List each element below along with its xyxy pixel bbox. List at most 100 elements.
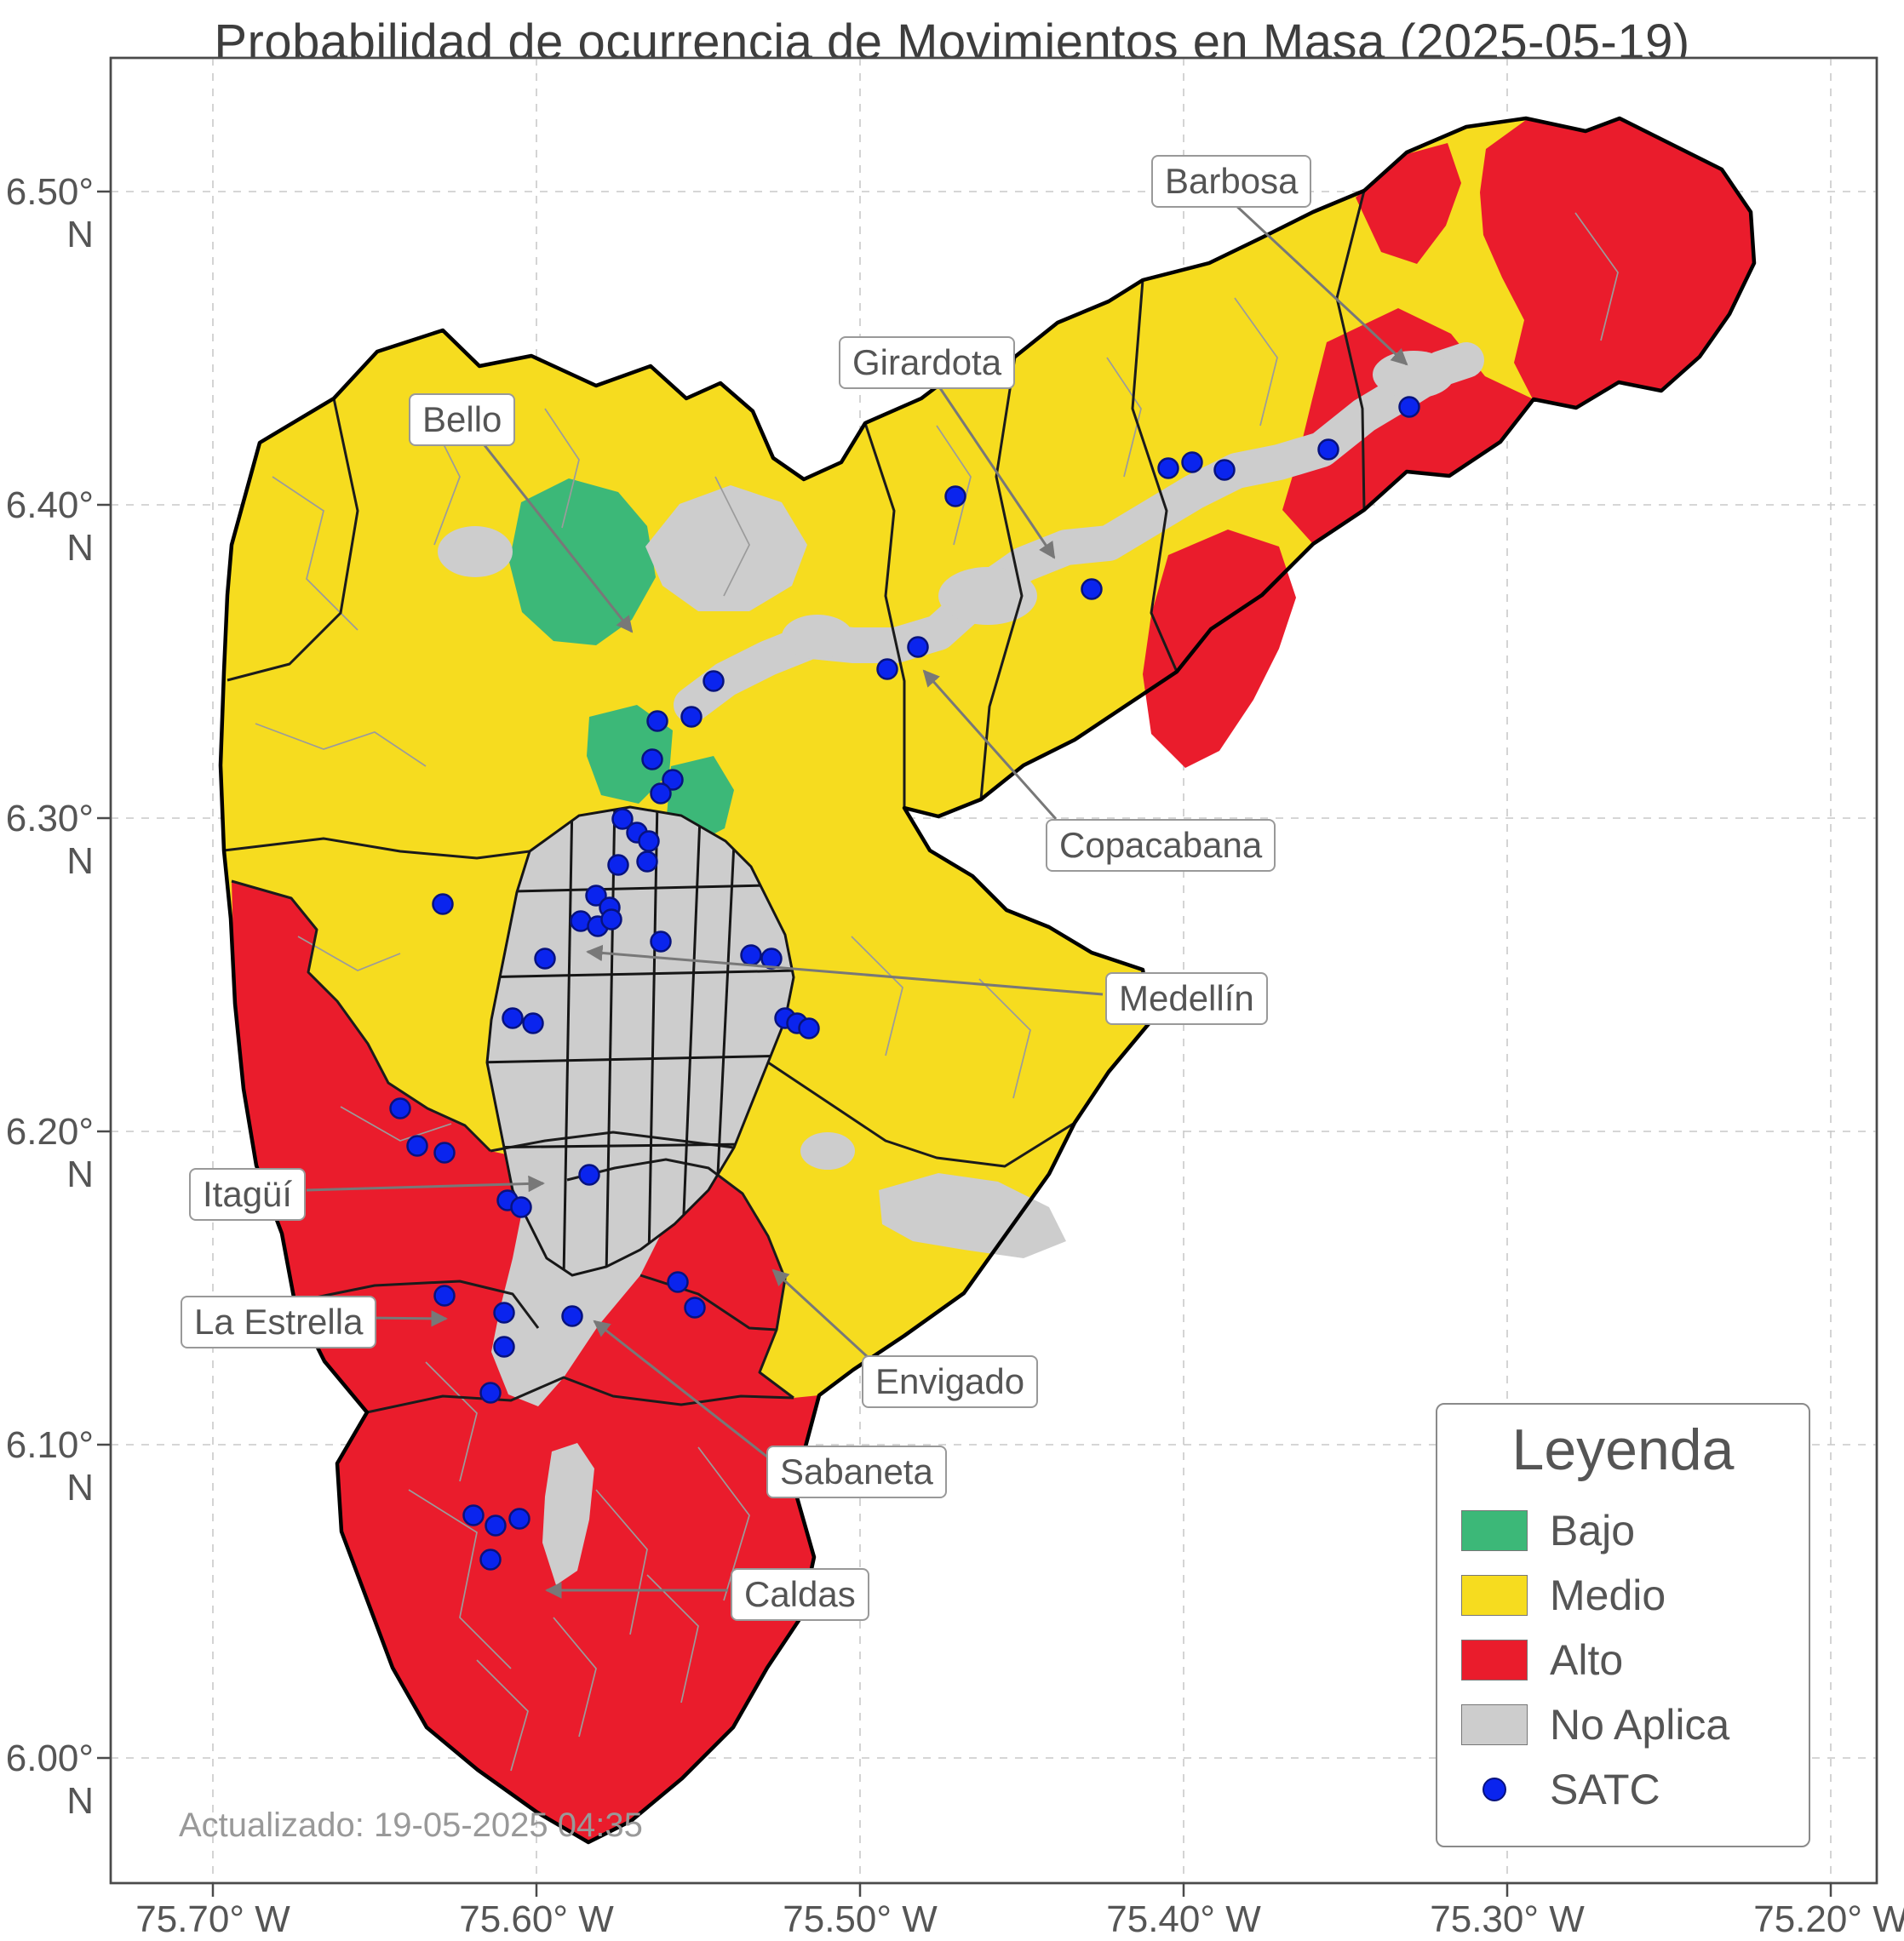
- y-tick-label: 6.40° N: [5, 484, 94, 569]
- satc-station-dot: [510, 1196, 532, 1218]
- legend-row-no-aplica: No Aplica: [1437, 1692, 1809, 1757]
- map-label-copacabana: Copacabana: [1046, 819, 1276, 872]
- y-tick-label: 6.00° N: [5, 1738, 94, 1822]
- plot-frame-border: [109, 56, 1878, 1885]
- satc-station-dot: [585, 885, 607, 907]
- legend-label-satc: SATC: [1550, 1766, 1660, 1813]
- satc-station-dot: [522, 1012, 544, 1034]
- legend-label-alto: Alto: [1550, 1636, 1624, 1684]
- satc-station-dot: [684, 1297, 706, 1319]
- satc-station-dot: [611, 808, 634, 830]
- legend-row-medio: Medio: [1437, 1563, 1809, 1628]
- satc-station-dot: [493, 1302, 515, 1324]
- satc-station-dot: [876, 658, 898, 680]
- region-noaplica-blob: [800, 1132, 855, 1170]
- region-alto-patch: [1356, 143, 1461, 264]
- satc-station-dot: [479, 1549, 502, 1571]
- map-label-la-estrella: La Estrella: [181, 1296, 377, 1348]
- satc-station-dot: [944, 485, 966, 507]
- satc-station-dot: [432, 893, 454, 915]
- comuna-boundaries: [487, 807, 794, 1275]
- region-noaplica-medellin-urban: [487, 807, 794, 1275]
- satc-station-dot: [493, 1336, 515, 1358]
- satc-station-dot: [646, 710, 668, 732]
- satc-station-dot: [433, 1285, 456, 1307]
- region-noaplica-caldas-strip: [542, 1443, 594, 1585]
- satc-station-dot: [641, 748, 663, 770]
- satc-station-dot: [740, 944, 762, 966]
- satc-station-dot: [578, 1164, 600, 1186]
- satc-station-dot: [907, 636, 929, 658]
- satc-station-dot: [680, 706, 703, 728]
- satc-station-dot: [760, 948, 783, 970]
- satc-station-dot: [1081, 578, 1103, 600]
- x-tick-label: 75.60° W: [459, 1898, 614, 1940]
- legend-swatch-medio: [1461, 1575, 1528, 1616]
- x-tick-label: 75.40° W: [1106, 1898, 1261, 1940]
- y-tick-label: 6.20° N: [5, 1111, 94, 1195]
- satc-station-dot: [1317, 438, 1339, 461]
- satc-station-dot: [502, 1007, 524, 1029]
- region-alto-ne-tip: [1480, 120, 1754, 409]
- y-tick-label: 6.50° N: [5, 171, 94, 255]
- satc-station-dot: [662, 769, 684, 791]
- map-label-girardota: Girardota: [839, 336, 1016, 389]
- satc-station-dot: [485, 1514, 507, 1537]
- legend: Leyenda Bajo Medio Alto No Aplica SATC: [1436, 1403, 1810, 1847]
- satc-station-dot: [1398, 396, 1420, 418]
- region-noaplica-barbosa: [1373, 351, 1454, 398]
- x-tick-label: 75.20° W: [1753, 1898, 1904, 1940]
- satc-station-dot: [607, 854, 629, 876]
- satc-station-dot: [798, 1017, 820, 1039]
- region-noaplica-south-strip: [491, 1182, 666, 1406]
- legend-swatch-alto: [1461, 1640, 1528, 1680]
- legend-row-bajo: Bajo: [1437, 1498, 1809, 1563]
- x-tick-label: 75.70° W: [135, 1898, 290, 1940]
- satc-station-dot: [389, 1097, 411, 1119]
- satc-station-dot: [406, 1135, 428, 1157]
- region-noaplica-east: [879, 1173, 1066, 1258]
- satc-station-dot: [703, 670, 725, 692]
- map-label-barbosa: Barbosa: [1151, 155, 1312, 208]
- map-label-caldas: Caldas: [731, 1568, 869, 1621]
- satc-station-dot: [479, 1382, 502, 1404]
- region-noaplica-north: [645, 485, 807, 611]
- satc-station-dot: [650, 782, 672, 804]
- region-noaplica-blob: [782, 615, 853, 659]
- y-tick-label: 6.10° N: [5, 1424, 94, 1509]
- satc-station-dot: [1157, 457, 1179, 479]
- region-noaplica-girardota: [938, 567, 1037, 625]
- region-alto-arm-hang: [1143, 530, 1296, 768]
- satc-station-dot: [462, 1504, 485, 1526]
- legend-label-no-aplica: No Aplica: [1550, 1701, 1730, 1749]
- urban-outline: [485, 805, 795, 1277]
- satc-station-dot: [636, 850, 658, 873]
- updated-timestamp: Actualizado: 19-05-2025 04:35: [179, 1806, 643, 1844]
- legend-satc-dot-holder: [1461, 1769, 1528, 1810]
- annotation-arrows: [306, 203, 1408, 1599]
- legend-title: Leyenda: [1511, 1417, 1735, 1482]
- satc-station-dot: [508, 1508, 530, 1530]
- satc-station-dot: [534, 948, 556, 970]
- legend-swatch-bajo: [1461, 1510, 1528, 1551]
- map-label-envigado: Envigado: [862, 1355, 1039, 1408]
- satc-station-dot: [433, 1142, 456, 1164]
- map-label-sabaneta: Sabaneta: [766, 1446, 947, 1498]
- satc-station-dot: [1181, 451, 1203, 473]
- region-bajo-bello: [509, 478, 656, 645]
- satc-station-dot: [1213, 459, 1236, 481]
- legend-label-medio: Medio: [1550, 1572, 1666, 1619]
- map-label-medellin: Medellín: [1105, 972, 1268, 1025]
- vereda-boundaries: [255, 212, 1619, 1772]
- choropleth-map: [218, 116, 1757, 1845]
- satc-dot-icon: [1482, 1778, 1506, 1801]
- region-noaplica-west-small: [438, 526, 513, 577]
- satc-station-dot: [650, 930, 672, 953]
- satc-stations-layer: [389, 396, 1420, 1571]
- tick-marks: [97, 190, 1832, 1897]
- satc-station-dot: [667, 1271, 689, 1293]
- x-tick-label: 75.30° W: [1430, 1898, 1585, 1940]
- satc-station-dot: [561, 1305, 583, 1327]
